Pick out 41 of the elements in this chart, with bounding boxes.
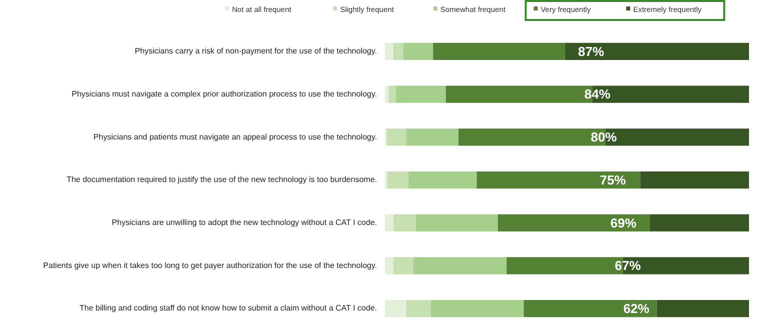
bar — [393, 42, 404, 60]
annotation: 84% — [584, 86, 611, 102]
bar — [406, 128, 459, 146]
annotation: 87% — [578, 44, 604, 59]
y-tick-label: The billing and coding staff do not know how to submit a claim without a CAT I code. — [80, 304, 377, 313]
bar — [408, 171, 477, 189]
y-tick-label: Physicians carry a risk of non-payment for the use of the technology. — [134, 46, 377, 56]
annotation: 62% — [623, 301, 650, 316]
bar — [406, 300, 431, 318]
y-tick-label: Physicians must navigate a complex prior authorization process to use the technology. — [72, 89, 377, 98]
annotation: 75% — [600, 172, 626, 188]
bar — [498, 214, 650, 232]
bar — [385, 257, 394, 274]
bar — [640, 171, 749, 189]
bar — [388, 86, 396, 103]
annotation: 80% — [590, 130, 618, 145]
bar — [385, 42, 394, 60]
bar — [386, 128, 406, 146]
bar — [385, 300, 406, 318]
annotation: 67% — [614, 258, 642, 274]
bar — [385, 86, 389, 103]
bar — [393, 214, 416, 232]
y-tick-label: The documentation required to justify the use of the new technology is too burdensome. — [66, 175, 377, 184]
y-tick-label: Patients give up when it takes too long to get payer authorization for the use of the technology. — [43, 260, 377, 270]
bar — [387, 171, 408, 189]
bar — [564, 42, 749, 60]
bar — [393, 257, 414, 274]
bar — [413, 257, 507, 274]
bar — [656, 300, 749, 318]
bar — [403, 42, 434, 60]
bar — [650, 214, 749, 232]
bar — [476, 171, 640, 189]
bar — [524, 300, 657, 318]
y-tick-label: Physicians and patients must navigate an appeal process to use the technology. — [93, 132, 377, 142]
bar — [416, 214, 498, 232]
bar — [430, 300, 524, 318]
bar — [396, 86, 446, 103]
y-tick-label: Physicians are unwilling to adopt the new technology without a CAT I code. — [112, 218, 377, 227]
bar — [433, 42, 565, 60]
bar — [385, 214, 394, 232]
annotation: 69% — [610, 215, 637, 230]
